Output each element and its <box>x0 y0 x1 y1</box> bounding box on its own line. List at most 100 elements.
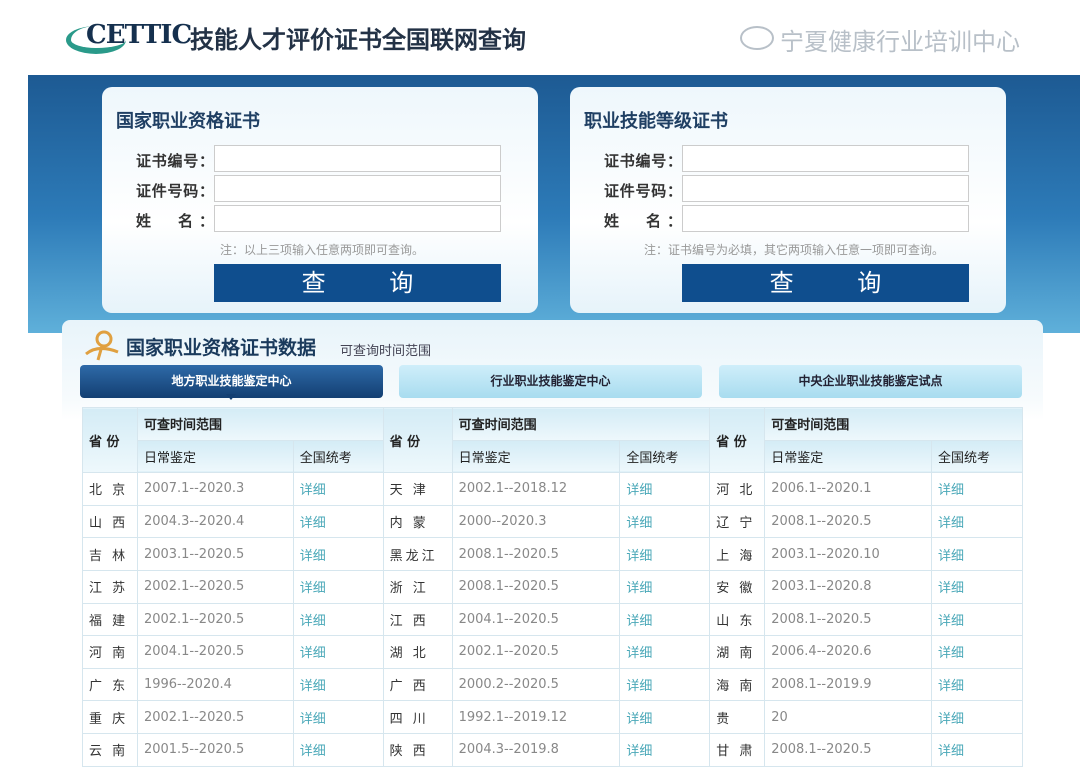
daily-range-cell: 2008.1--2020.5 <box>451 569 621 604</box>
province-cell: 黑龙江 <box>382 537 453 571</box>
detail-link[interactable]: 详细 <box>626 483 653 499</box>
header-range: 可查时间范围 <box>764 407 1023 441</box>
tab-industry-centers[interactable]: 行业职业技能鉴定中心 <box>399 365 702 398</box>
detail-link[interactable]: 详细 <box>299 483 326 499</box>
detail-link[interactable]: 详细 <box>626 613 653 629</box>
province-cell: 广 西 <box>382 667 453 702</box>
header-daily: 日常鉴定 <box>451 439 621 474</box>
panel-title: 职业技能等级证书 <box>584 111 728 132</box>
label-cert-no: 证书编号： <box>604 152 682 170</box>
daily-range-cell: 2004.3--2019.8 <box>451 732 621 767</box>
coverage-table: 省 份可查时间范围省 份可查时间范围省 份可查时间范围 日常鉴定 全国统考 日常鉴定… <box>82 406 1023 767</box>
detail-link[interactable]: 详细 <box>938 548 965 564</box>
header-daily: 日常鉴定 <box>764 439 933 474</box>
daily-range-cell: 2008.1--2019.9 <box>764 667 933 702</box>
detail-link[interactable]: 详细 <box>299 613 326 629</box>
province-cell: 湖 南 <box>709 635 766 669</box>
detail-link[interactable]: 详细 <box>938 646 965 662</box>
query-button[interactable]: 查 询 <box>682 264 969 302</box>
detail-link[interactable]: 详细 <box>938 483 965 499</box>
daily-range-cell: 2003.1--2020.10 <box>764 537 933 571</box>
label-name: 姓 名： <box>604 212 682 230</box>
province-cell: 河 北 <box>709 472 766 506</box>
table-row: 福 建 2002.1--2020.5 详细 江 西 2004.1--2020.5 详细 山 … <box>82 602 1023 637</box>
detail-link[interactable]: 详细 <box>626 744 653 760</box>
province-cell: 重 庆 <box>82 700 138 734</box>
province-cell: 浙 江 <box>382 569 453 604</box>
header-province: 省 份 <box>82 406 138 474</box>
province-cell: 江 苏 <box>82 569 138 604</box>
detail-link[interactable]: 详细 <box>299 744 326 760</box>
header-national: 全国统考 <box>931 439 1023 474</box>
header-national: 全国统考 <box>619 439 711 474</box>
header-province: 省 份 <box>709 406 766 474</box>
table-row: 吉 林 2003.1--2020.5 详细 黑龙江 2008.1--2020.5 详细 上 … <box>82 537 1023 571</box>
detail-link[interactable]: 详细 <box>938 581 965 597</box>
id-no-input[interactable] <box>682 175 969 202</box>
label-id-no: 证件号码： <box>604 182 682 200</box>
province-cell: 福 建 <box>82 602 138 637</box>
province-cell: 上 海 <box>709 537 766 571</box>
table-row: 河 南 2004.1--2020.5 详细 湖 北 2002.1--2020.5 详细 湖 … <box>82 635 1023 669</box>
id-no-input[interactable] <box>214 175 501 202</box>
cert-no-input[interactable] <box>682 145 969 172</box>
cettic-logo: CETTIC <box>66 18 192 58</box>
detail-link[interactable]: 详细 <box>626 516 653 532</box>
header-daily: 日常鉴定 <box>136 439 294 474</box>
watermark: 宁夏健康行业培训中心 <box>740 22 1020 57</box>
detail-link[interactable]: 详细 <box>299 516 326 532</box>
detail-link[interactable]: 详细 <box>938 711 965 727</box>
detail-link[interactable]: 详细 <box>626 679 653 695</box>
daily-range-cell: 2002.1--2020.5 <box>136 700 294 734</box>
province-cell: 北 京 <box>82 472 138 506</box>
panel-note: 注：证书编号为必填，其它两项输入任意一项即可查询。 <box>644 243 945 257</box>
daily-range-cell: 2002.1--2020.5 <box>136 569 294 604</box>
province-cell: 辽 宁 <box>709 504 766 539</box>
province-cell: 海 南 <box>709 667 766 702</box>
detail-link[interactable]: 详细 <box>938 679 965 695</box>
detail-link[interactable]: 详细 <box>299 711 326 727</box>
detail-link[interactable]: 详细 <box>299 646 326 662</box>
daily-range-cell: 2007.1--2020.3 <box>136 472 294 506</box>
province-cell: 河 南 <box>82 635 138 669</box>
cert-no-input[interactable] <box>214 145 501 172</box>
name-input[interactable] <box>682 205 969 232</box>
table-row: 重 庆 2002.1--2020.5 详细 四 川 1992.1--2019.12 详细 贵… <box>82 700 1023 734</box>
detail-link[interactable]: 详细 <box>299 679 326 695</box>
province-cell: 甘 肃 <box>709 732 766 767</box>
province-cell: 天 津 <box>382 472 453 506</box>
detail-link[interactable]: 详细 <box>938 613 965 629</box>
daily-range-cell: 2008.1--2020.5 <box>451 537 621 571</box>
detail-link[interactable]: 详细 <box>299 548 326 564</box>
daily-range-cell: 2004.3--2020.4 <box>136 504 294 539</box>
daily-range-cell: 2002.1--2020.5 <box>451 635 621 669</box>
person-icon <box>85 330 119 361</box>
panel-note: 注：以上三项输入任意两项即可查询。 <box>220 243 425 257</box>
label-cert-no: 证书编号： <box>136 152 214 170</box>
daily-range-cell: 1992.1--2019.12 <box>451 700 621 734</box>
query-button[interactable]: 查 询 <box>214 264 501 302</box>
national-qualification-panel: 国家职业资格证书 证书编号： 证件号码： 姓 名： 注：以上三项输入任意两项即可… <box>102 87 538 313</box>
header-national: 全国统考 <box>292 439 384 474</box>
tab-local-centers[interactable]: 地方职业技能鉴定中心 <box>80 365 383 400</box>
daily-range-cell: 2004.1--2020.5 <box>451 602 621 637</box>
detail-link[interactable]: 详细 <box>626 711 653 727</box>
province-cell: 陕 西 <box>382 732 453 767</box>
detail-link[interactable]: 详细 <box>938 744 965 760</box>
tab-central-enterprise[interactable]: 中央企业职业技能鉴定试点 <box>719 365 1022 398</box>
province-cell: 江 西 <box>382 602 453 637</box>
daily-range-cell: 2003.1--2020.5 <box>136 537 294 571</box>
daily-range-cell: 2008.1--2020.5 <box>764 504 933 539</box>
daily-range-cell: 2001.5--2020.5 <box>136 732 294 767</box>
detail-link[interactable]: 详细 <box>626 646 653 662</box>
daily-range-cell: 2003.1--2020.8 <box>764 569 933 604</box>
detail-link[interactable]: 详细 <box>626 581 653 597</box>
label-id-no: 证件号码： <box>136 182 214 200</box>
detail-link[interactable]: 详细 <box>938 516 965 532</box>
detail-link[interactable]: 详细 <box>626 548 653 564</box>
detail-link[interactable]: 详细 <box>299 581 326 597</box>
name-input[interactable] <box>214 205 501 232</box>
province-cell: 四 川 <box>382 700 453 734</box>
